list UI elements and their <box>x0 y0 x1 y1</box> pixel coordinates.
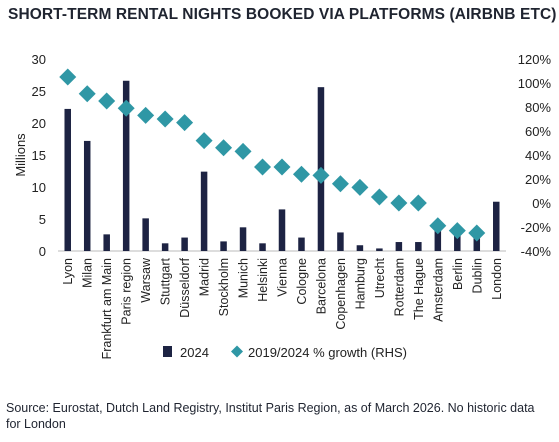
y-tick-label: 15 <box>32 148 46 163</box>
category-label: Frankfurt am Main <box>100 258 114 359</box>
bar <box>200 171 208 251</box>
category-label: Lyon <box>61 258 75 285</box>
y-tick-label: 30 <box>32 52 46 67</box>
bar <box>64 108 71 251</box>
left-axis-ticks: 0 5 10 15 20 25 30 <box>32 52 46 259</box>
y2-tick-label: 40% <box>525 148 551 163</box>
diamond-marker <box>98 92 116 110</box>
category-label: Amsterdam <box>431 258 445 322</box>
category-label: Madrid <box>198 258 212 296</box>
y2-tick-label: -20% <box>521 220 552 235</box>
category-label: Vienna <box>276 258 290 297</box>
y-axis-label: Millions <box>13 133 28 177</box>
bar <box>298 237 305 251</box>
bar <box>103 234 110 251</box>
y2-tick-label: 20% <box>525 172 551 187</box>
category-label: The Hague <box>412 258 426 320</box>
category-label: Helsinki <box>256 258 270 302</box>
y-tick-label: 5 <box>39 212 46 227</box>
diamond-marker <box>292 165 310 183</box>
diamond-marker <box>195 132 213 150</box>
bar <box>415 242 422 251</box>
diamond-marker <box>59 68 77 86</box>
y2-tick-label: 80% <box>525 100 551 115</box>
diamond-marker <box>254 158 272 176</box>
bar <box>356 245 364 251</box>
category-label: Utrecht <box>373 257 387 298</box>
diamond-marker <box>215 139 233 157</box>
category-label: London <box>490 258 504 300</box>
y-tick-label: 10 <box>32 180 46 195</box>
category-label: Rotterdam <box>392 258 406 316</box>
y-tick-label: 20 <box>32 116 46 131</box>
category-label: Stockholm <box>217 258 231 316</box>
diamond-marker <box>390 194 408 212</box>
diamond-marker <box>78 85 96 103</box>
bar <box>259 243 266 251</box>
diamond-marker <box>370 188 388 206</box>
category-label: Copenhagen <box>334 258 348 330</box>
bar <box>395 242 403 251</box>
bar <box>122 80 130 251</box>
bar <box>376 248 383 251</box>
y-tick-label: 25 <box>32 84 46 99</box>
category-label: Stuttgart <box>159 257 173 305</box>
legend-label-growth: 2019/2024 % growth (RHS) <box>248 345 407 360</box>
category-labels: Lyon Milan Frankfurt am Main Paris region Wa… <box>61 257 504 359</box>
legend-swatch-growth <box>231 345 243 358</box>
category-label: Warsaw <box>139 257 153 303</box>
y2-tick-label: 0% <box>532 196 551 211</box>
diamond-series <box>59 68 486 242</box>
source-note: Source: Eurostat, Dutch Land Registry, I… <box>6 401 535 431</box>
bar <box>83 140 91 251</box>
legend-label-2024: 2024 <box>180 345 209 360</box>
category-label: Düsseldorf <box>178 257 192 317</box>
diamond-marker <box>409 194 427 212</box>
diamond-marker <box>312 166 330 184</box>
diamond-marker <box>448 222 466 240</box>
diamond-marker <box>468 224 486 242</box>
diamond-marker <box>156 110 174 128</box>
diamond-marker <box>351 178 369 196</box>
y-tick-label: 0 <box>39 244 46 259</box>
y2-tick-label: -40% <box>521 244 552 259</box>
category-label: Milan <box>81 258 95 288</box>
diamond-marker <box>429 217 447 235</box>
bar <box>142 218 149 251</box>
bar <box>454 231 461 251</box>
category-label: Dublin <box>470 258 484 293</box>
bar <box>493 201 500 251</box>
category-label: Berlin <box>451 258 465 290</box>
legend: 2024 2019/2024 % growth (RHS) <box>163 345 407 360</box>
category-label: Munich <box>237 258 251 298</box>
bar <box>220 241 227 251</box>
right-axis-ticks: -40% -20% 0% 20% 40% 60% 80% 100% 120% <box>518 52 552 259</box>
chart-title: SHORT-TERM RENTAL NIGHTS BOOKED VIA PLAT… <box>8 6 557 23</box>
bar <box>278 209 286 251</box>
bar <box>239 227 247 251</box>
bar <box>337 232 344 251</box>
diamond-marker <box>176 114 194 132</box>
bar <box>181 237 188 251</box>
legend-swatch-2024 <box>163 346 172 357</box>
diamond-marker <box>331 175 349 193</box>
category-label: Cologne <box>295 258 309 305</box>
diamond-marker <box>273 158 291 176</box>
diamond-marker <box>117 99 135 117</box>
y2-tick-label: 100% <box>518 76 552 91</box>
diamond-marker <box>234 142 252 160</box>
bar <box>473 238 481 251</box>
bar <box>434 228 442 251</box>
bar <box>161 243 169 251</box>
category-label: Paris region <box>120 258 134 325</box>
y2-tick-label: 120% <box>518 52 552 67</box>
category-label: Hamburg <box>353 258 367 309</box>
diamond-marker <box>137 106 155 124</box>
y2-tick-label: 60% <box>525 124 551 139</box>
category-label: Barcelona <box>314 258 328 314</box>
